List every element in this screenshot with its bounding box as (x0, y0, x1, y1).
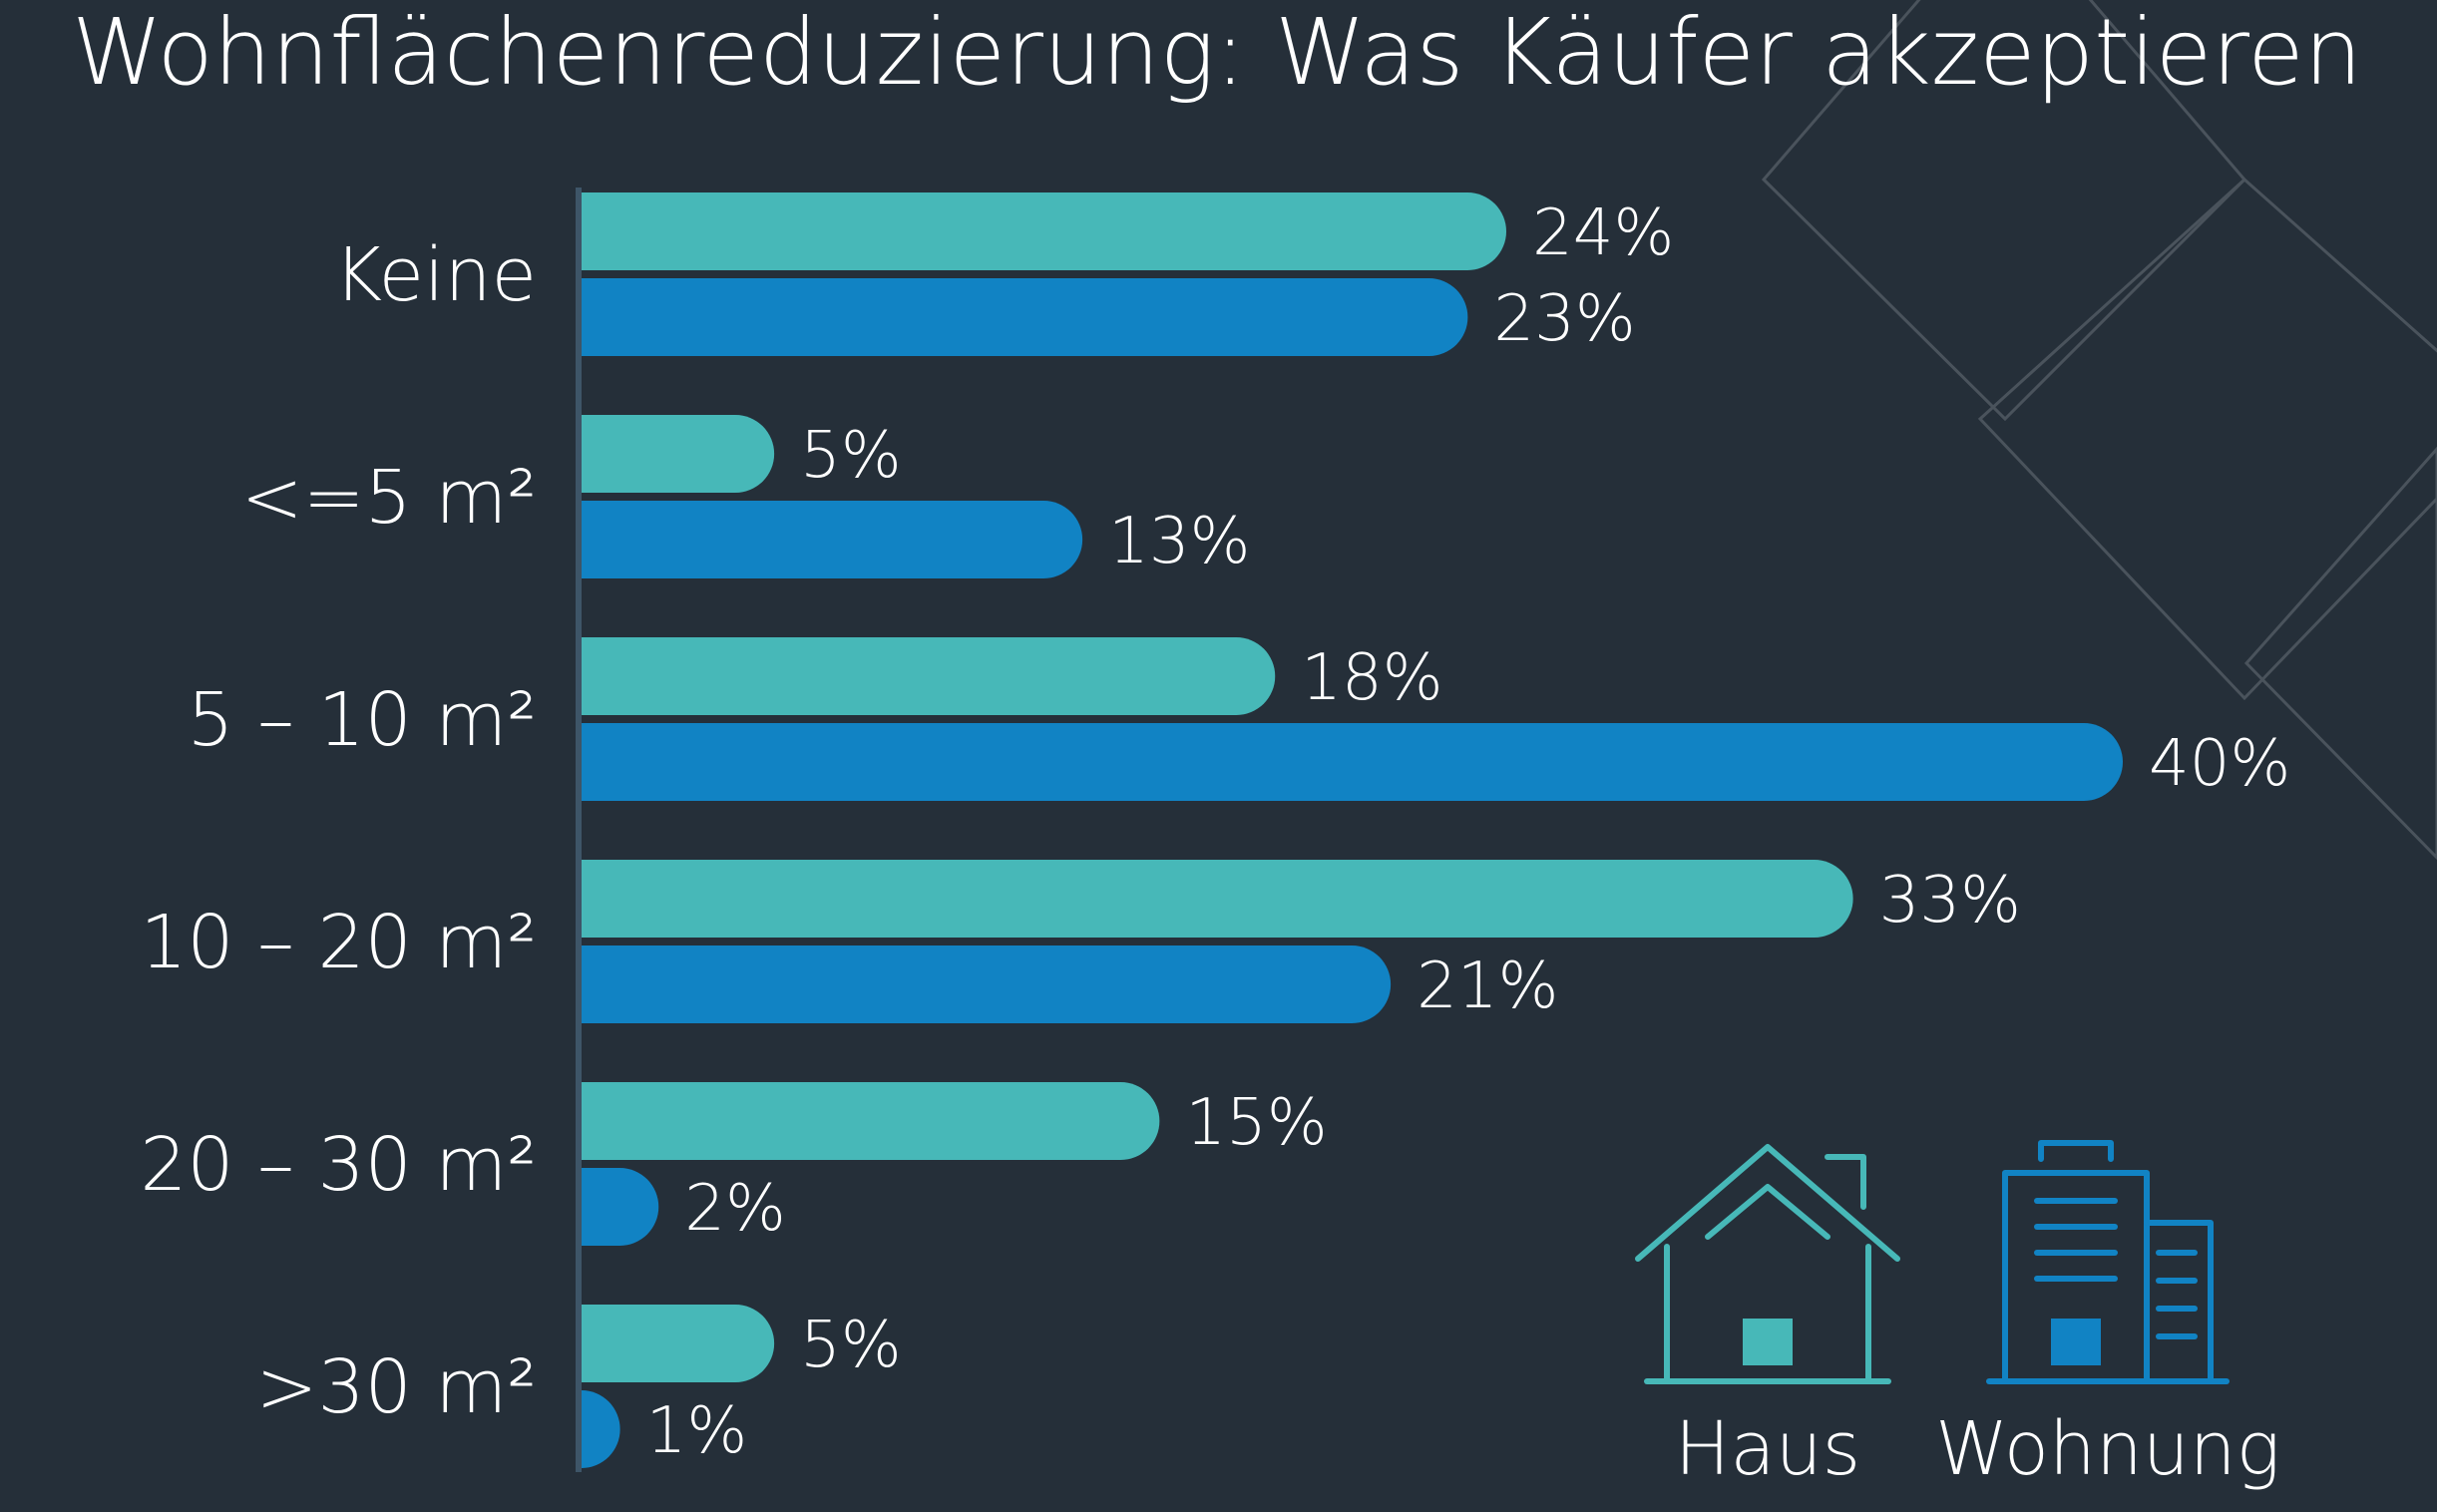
value-label-wohnung-30-m: 1% (646, 1394, 748, 1468)
category-label-10-20-m: 10 – 20 m² (140, 900, 537, 985)
bar-wohnung-30-m (582, 1390, 620, 1468)
category-label-30-m: >30 m² (256, 1344, 537, 1430)
bar-haus-10-20-m (582, 860, 1853, 938)
bar-wohnung-5-m (582, 501, 1083, 578)
value-label-wohnung-10-20-m: 21% (1417, 949, 1558, 1023)
bar-wohnung-keine (582, 278, 1468, 356)
bar-haus-20-30-m (582, 1082, 1160, 1160)
background-decoration (1761, 0, 2437, 861)
value-label-haus-keine: 24% (1532, 196, 1674, 270)
value-label-wohnung-keine: 23% (1493, 282, 1635, 356)
legend-item-haus: Haus (1635, 1144, 1900, 1492)
apartment-building-icon (1986, 1140, 2230, 1384)
chart-title: Wohnflächenreduzierung: Was Käufer akzep… (72, 0, 2362, 106)
value-label-haus-5-m: 5% (800, 419, 902, 493)
value-label-haus-10-20-m: 33% (1879, 864, 2021, 938)
category-label-5-10-m: 5 – 10 m² (187, 677, 537, 763)
bar-haus-5-10-m (582, 637, 1276, 715)
value-label-haus-20-30-m: 15% (1185, 1086, 1327, 1160)
bar-wohnung-20-30-m (582, 1168, 659, 1246)
value-label-wohnung-5-10-m: 40% (2149, 727, 2290, 801)
bar-haus-5-m (582, 415, 775, 493)
bars (582, 192, 2123, 1468)
value-label-haus-5-10-m: 18% (1301, 641, 1442, 715)
bar-haus-keine (582, 192, 1506, 270)
value-label-wohnung-5-m: 13% (1108, 505, 1250, 578)
legend-label-haus: Haus (1675, 1406, 1860, 1492)
value-label-haus-30-m: 5% (800, 1309, 902, 1382)
bar-haus-30-m (582, 1305, 775, 1382)
legend-label-wohnung: Wohnung (1935, 1406, 2280, 1492)
category-label-20-30-m: 20 – 30 m² (140, 1122, 537, 1208)
value-labels: 24%23%5%13%18%40%33%21%15%2%5%1% (646, 196, 2291, 1468)
legend-item-wohnung: Wohnung (1935, 1140, 2280, 1492)
bar-wohnung-5-10-m (582, 723, 2123, 801)
category-label-keine: Keine (334, 232, 537, 318)
house-icon (1635, 1144, 1900, 1384)
value-label-wohnung-20-30-m: 2% (684, 1172, 786, 1246)
category-labels: Keine <=5 m² 5 – 10 m² 10 – 20 m² 20 – 30 m²… (140, 232, 537, 1430)
category-label-5-m: <=5 m² (241, 455, 537, 541)
bar-wohnung-10-20-m (582, 945, 1392, 1023)
